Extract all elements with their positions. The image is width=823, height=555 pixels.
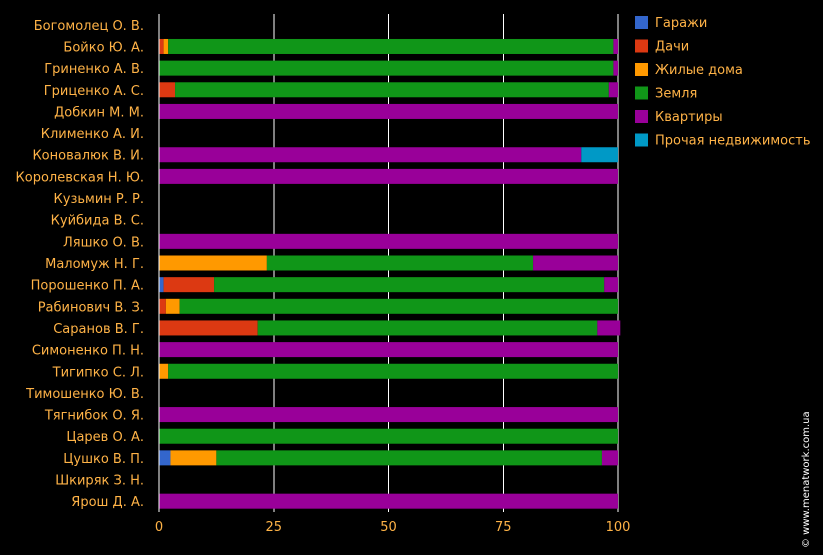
category-label: Ляшко О. В. bbox=[63, 235, 144, 250]
category-label: Королевская Н. Ю. bbox=[16, 170, 144, 185]
bar-segment bbox=[165, 298, 180, 314]
legend-swatch bbox=[635, 86, 648, 100]
bar-segment bbox=[179, 298, 618, 314]
category-label: Гриценко А. С. bbox=[44, 84, 144, 99]
bar-segment bbox=[613, 60, 618, 76]
category-label: Тимошенко Ю. В. bbox=[25, 387, 144, 402]
bar-segment bbox=[159, 103, 618, 119]
bar-segment bbox=[159, 363, 169, 379]
category-label: Саранов В. Г. bbox=[53, 322, 144, 337]
bar-segment bbox=[163, 277, 215, 293]
category-label: Рабинович В. З. bbox=[38, 300, 144, 315]
bar-segment bbox=[214, 277, 605, 293]
x-tick-label: 75 bbox=[495, 520, 512, 535]
legend-label: Земля bbox=[655, 87, 697, 102]
category-label: Тягнибок О. Я. bbox=[44, 409, 144, 424]
legend: Гаражи Дачи Жилые дома Земля Квартиры Прочая … bbox=[635, 16, 810, 149]
bar-segment bbox=[159, 342, 618, 358]
category-label: Порошенко П. А. bbox=[31, 279, 144, 294]
category-label: Клименко А. И. bbox=[41, 127, 144, 142]
bar-segment bbox=[159, 450, 171, 466]
category-label: Кузьмин Р. Р. bbox=[54, 192, 144, 207]
bar-segment bbox=[159, 38, 164, 54]
category-label: Царев О. А. bbox=[66, 430, 144, 445]
bar-segment bbox=[159, 147, 582, 163]
bar-segment bbox=[257, 320, 598, 336]
bar-segment bbox=[159, 168, 618, 184]
legend-swatch bbox=[635, 39, 648, 53]
category-label: Тигипко С. Л. bbox=[52, 365, 144, 380]
legend-label: Жилые дома bbox=[655, 63, 743, 78]
bar-segment bbox=[175, 82, 609, 98]
category-label: Маломуж Н. Г. bbox=[45, 257, 144, 272]
category-label: Богомолец О. В. bbox=[34, 19, 144, 34]
bar-segment bbox=[216, 450, 602, 466]
bar-segment bbox=[168, 38, 614, 54]
legend-label: Прочая недвижимость bbox=[655, 134, 810, 149]
category-label: Симоненко П. Н. bbox=[32, 344, 144, 359]
bar-segment bbox=[159, 428, 618, 444]
category-label: Гриненко А. В. bbox=[44, 62, 144, 77]
category-label: Шкиряк З. Н. bbox=[55, 474, 144, 489]
legend-swatch bbox=[635, 110, 648, 123]
bar-segment bbox=[159, 407, 618, 423]
bar-segment bbox=[159, 255, 267, 271]
bar-segment bbox=[163, 38, 169, 54]
category-label: Бойко Ю. А. bbox=[63, 40, 144, 55]
bar-segment bbox=[159, 493, 618, 509]
x-tick-label: 50 bbox=[380, 520, 397, 535]
bars bbox=[159, 38, 621, 509]
bar-segment bbox=[170, 450, 217, 466]
watermark: © www.menatwork.com.ua bbox=[801, 411, 812, 548]
x-tick-label: 25 bbox=[265, 520, 282, 535]
bar-segment bbox=[159, 233, 618, 249]
bar-segment bbox=[159, 320, 258, 336]
x-tick-label: 0 bbox=[155, 520, 163, 535]
bar-segment bbox=[533, 255, 618, 271]
bar-segment bbox=[601, 450, 618, 466]
bar-segment bbox=[597, 320, 621, 336]
bar-segment bbox=[159, 82, 176, 98]
bar-segment bbox=[159, 298, 166, 314]
legend-label: Дачи bbox=[655, 40, 689, 55]
legend-swatch bbox=[635, 16, 648, 29]
legend-label: Гаражи bbox=[655, 16, 707, 31]
bar-segment bbox=[168, 363, 618, 379]
x-tick-label: 100 bbox=[606, 520, 631, 535]
legend-label: Квартиры bbox=[655, 110, 723, 125]
legend-swatch bbox=[635, 133, 648, 147]
bar-segment bbox=[604, 277, 618, 293]
category-labels: Богомолец О. В. Бойко Ю. А. Гриненко А. В.… bbox=[16, 19, 144, 510]
bar-segment bbox=[159, 60, 614, 76]
bar-segment bbox=[608, 82, 618, 98]
category-label: Куйбида В. С. bbox=[51, 214, 144, 229]
category-label: Цушко В. П. bbox=[63, 452, 144, 467]
legend-swatch bbox=[635, 63, 648, 76]
category-label: Коновалюк В. И. bbox=[32, 149, 144, 164]
category-label: Ярош Д. А. bbox=[71, 495, 144, 510]
category-label: Добкин М. М. bbox=[54, 105, 144, 120]
bar-segment bbox=[581, 147, 618, 163]
x-tick-labels: 0 25 50 75 100 bbox=[155, 520, 631, 535]
bar-segment bbox=[613, 38, 618, 54]
bar-segment bbox=[266, 255, 534, 271]
bar-segment bbox=[159, 277, 164, 293]
